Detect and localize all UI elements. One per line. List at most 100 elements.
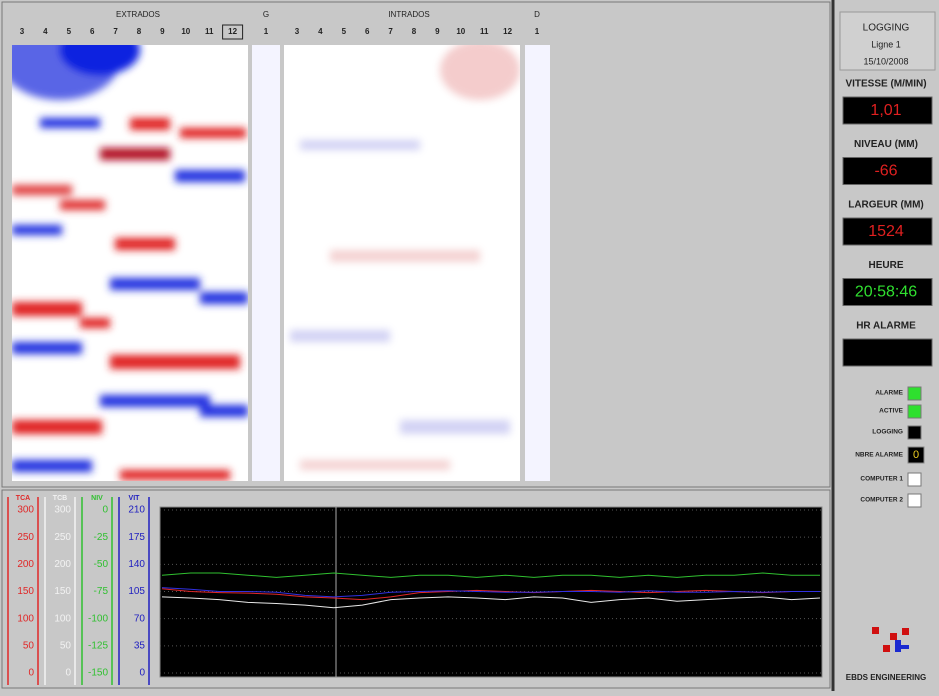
column-label: 12 — [228, 27, 237, 36]
axis-name: NIV — [91, 495, 103, 502]
readout-label: HEURE — [868, 260, 903, 271]
readout-box — [842, 157, 933, 185]
axis-tick-label: 0 — [139, 668, 145, 679]
panel-title: LOGGING — [863, 23, 910, 34]
column-label: 5 — [342, 27, 347, 36]
d-map — [525, 45, 550, 481]
column-label: 8 — [412, 27, 417, 36]
logging-box — [839, 11, 936, 71]
column-label: 9 — [160, 27, 165, 36]
section-title: D — [534, 10, 540, 19]
readout-value: 1524 — [868, 223, 904, 240]
axis-tick-label: 140 — [128, 559, 145, 570]
indicator-label: ALARME — [875, 390, 903, 397]
column-label: 4 — [43, 27, 48, 36]
axis-tick-label: 0 — [102, 505, 108, 516]
axis-tick-label: 150 — [54, 586, 71, 597]
axis-tick-label: 200 — [54, 559, 71, 570]
column-label: 6 — [90, 27, 95, 36]
top-frame — [1, 1, 831, 488]
extrados-heat — [12, 45, 248, 480]
section-title: EXTRADOS — [116, 10, 160, 19]
axis-tick-label: -75 — [94, 586, 109, 597]
panel-date: 15/10/2008 — [863, 56, 908, 66]
column-label: 1 — [535, 27, 540, 36]
axis-tick-label: 105 — [128, 586, 145, 597]
column-label: 1 — [264, 27, 269, 36]
column-label: 3 — [295, 27, 300, 36]
axis-name: VIT — [129, 495, 141, 502]
axis-tick-label: -125 — [88, 640, 108, 651]
axis-tick-label: 250 — [17, 532, 34, 543]
axis-tick-label: 100 — [17, 613, 34, 624]
trend-line — [161, 587, 820, 598]
indicator-lamp — [907, 472, 922, 487]
indicator-label: ACTIVE — [879, 408, 904, 415]
readout-label: HR ALARME — [856, 321, 916, 332]
column-label: 6 — [365, 27, 370, 36]
column-label: 11 — [480, 27, 489, 36]
axis-tick-label: 300 — [17, 505, 34, 516]
axis-tick-label: 175 — [128, 532, 145, 543]
company-logo — [872, 627, 909, 652]
axis-tick-label: 210 — [128, 505, 145, 516]
readout-value: -66 — [874, 163, 897, 180]
column-label: 3 — [20, 27, 25, 36]
axis-tick-label: -150 — [88, 668, 108, 679]
column-label: 12 — [503, 27, 512, 36]
axis-tick-label: 35 — [134, 640, 146, 651]
readout-label: VITESSE (M/MIN) — [845, 79, 926, 90]
axis-tick-label: 0 — [28, 668, 34, 679]
indicator-label: NBRE ALARME — [855, 452, 903, 459]
readout-box — [842, 96, 933, 125]
readout-label: NIVEAU (MM) — [854, 139, 918, 150]
indicator-lamp — [907, 386, 922, 401]
column-label: 9 — [435, 27, 440, 36]
axis-tick-label: 150 — [17, 586, 34, 597]
column-label: 7 — [388, 27, 393, 36]
column-label: 10 — [456, 27, 465, 36]
column-label: 10 — [181, 27, 190, 36]
axis-tick-label: 50 — [23, 640, 35, 651]
indicator-label: COMPUTER 1 — [860, 476, 903, 483]
axis-name: TCA — [16, 495, 30, 502]
indicator-lamp — [907, 493, 922, 508]
axis-tick-label: -100 — [88, 613, 108, 624]
axis-tick-label: -25 — [94, 532, 109, 543]
axis-tick-label: 50 — [60, 640, 72, 651]
axis-tick-label: 100 — [54, 613, 71, 624]
axis-tick-label: 300 — [54, 505, 71, 516]
bottom-frame — [1, 489, 831, 689]
counter-value: 0 — [913, 449, 919, 461]
indicator-label: COMPUTER 2 — [860, 497, 903, 504]
g-map — [252, 45, 280, 481]
trend-line — [161, 588, 820, 601]
selected-column — [222, 24, 244, 40]
readout-box — [842, 217, 933, 246]
readout-box — [842, 278, 933, 306]
section-title: INTRADOS — [388, 10, 429, 19]
readout-label: LARGEUR (MM) — [848, 200, 924, 211]
axis-tick-label: 200 — [17, 559, 34, 570]
column-label: 8 — [137, 27, 142, 36]
column-label: 11 — [205, 27, 214, 36]
readout-box — [842, 338, 933, 367]
column-label: 5 — [67, 27, 72, 36]
indicator-lamp — [907, 425, 922, 440]
intrados-heat — [290, 45, 520, 470]
counter-box — [907, 446, 925, 464]
readout-value: 20:58:46 — [855, 284, 917, 301]
axis-tick-label: 0 — [65, 668, 71, 679]
axis-tick-label: 70 — [134, 613, 146, 624]
company-name: EBDS ENGINEERING — [846, 673, 926, 682]
column-label: 7 — [113, 27, 118, 36]
indicator-lamp — [907, 404, 922, 419]
intrados-map — [284, 45, 520, 481]
indicator-label: LOGGING — [872, 429, 903, 436]
trend-line — [161, 572, 820, 578]
axis-name: TCB — [53, 495, 67, 502]
trend-line — [161, 596, 821, 609]
column-label: 4 — [318, 27, 323, 36]
